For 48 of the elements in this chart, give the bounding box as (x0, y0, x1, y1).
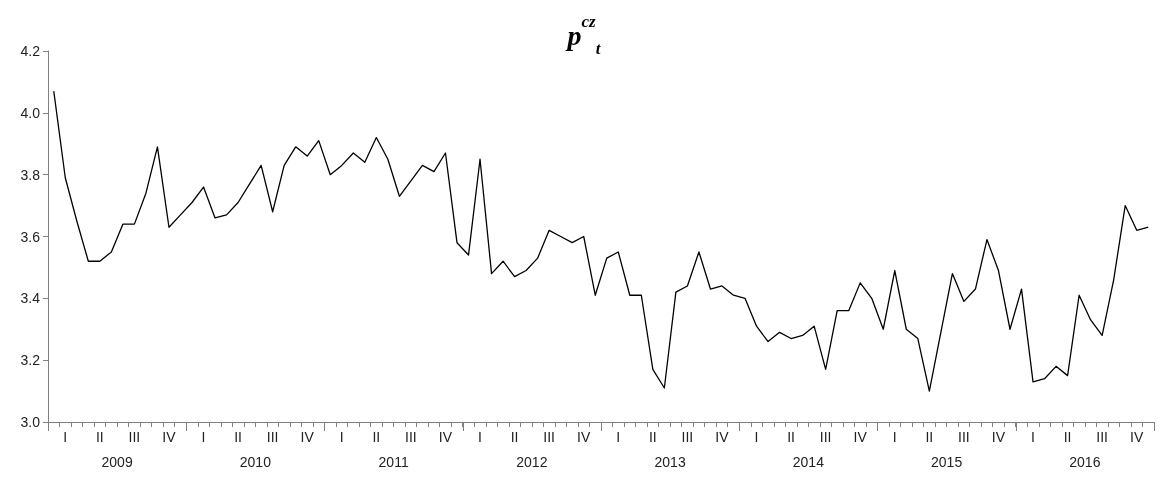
x-tick-label: II (1063, 429, 1072, 445)
text: 2015 (931, 454, 963, 470)
text: 2012 (516, 454, 548, 470)
y-tick-label: 3.2 (20, 352, 41, 369)
y-tick-label: 3.4 (20, 290, 41, 307)
x-tick-label: I (892, 429, 897, 445)
text: 2016 (1069, 454, 1101, 470)
x-tick-label: III (819, 429, 832, 445)
y-tick-label: 4.2 (20, 43, 41, 59)
x-tick-label: IV (162, 429, 177, 445)
x-tick-label: III (681, 429, 694, 445)
x-tick-label: III (266, 429, 279, 445)
line-series (53, 90, 1149, 392)
x-tick-label: I (63, 429, 68, 445)
text: 2013 (654, 454, 686, 470)
x-tick-label: II (234, 429, 242, 445)
x-tick-label: I (339, 429, 344, 445)
x-tick-label: I (616, 429, 621, 445)
x-tick-label: IV (438, 429, 453, 445)
x-tick-label: I (201, 429, 206, 445)
text: 2014 (792, 454, 825, 470)
x-tick-label: III (1096, 429, 1108, 445)
x-tick-label: IV (577, 429, 591, 445)
y-tick-label: 4.0 (20, 104, 41, 121)
text: 2010 (239, 454, 272, 470)
y-tick-label: 3.8 (20, 166, 41, 183)
text: 2011 (378, 454, 409, 470)
x-tick-label: II (95, 429, 104, 445)
x-tick-label: IV (715, 429, 730, 445)
x-tick-label: III (958, 429, 970, 445)
text: 2009 (101, 454, 133, 470)
x-tick-label: II (787, 429, 795, 445)
x-tick-label: II (648, 429, 657, 445)
x-tick-label: IV (991, 429, 1006, 445)
x-tick-label: III (405, 429, 417, 445)
y-tick-label: 3.0 (20, 414, 41, 430)
x-tick-label: III (543, 429, 555, 445)
x-tick-label: II (925, 429, 934, 445)
y-tick-label: 3.6 (20, 228, 41, 245)
x-tick-label: IV (300, 429, 315, 445)
x-tick-label: IV (1130, 429, 1144, 445)
x-tick-label: III (128, 429, 141, 445)
x-tick-label: I (478, 429, 482, 445)
x-tick-label: II (510, 429, 519, 445)
x-tick-label: II (372, 429, 381, 445)
x-tick-label: I (754, 429, 759, 445)
x-tick-label: IV (853, 429, 868, 445)
x-tick-label: I (1031, 429, 1035, 445)
